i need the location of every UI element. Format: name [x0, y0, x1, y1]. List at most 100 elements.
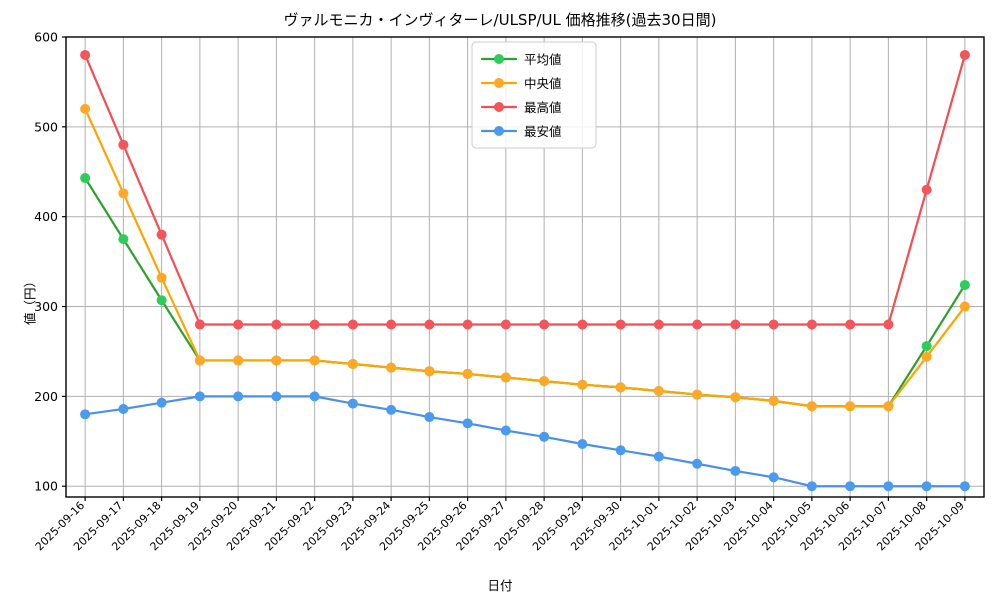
- data-point: [80, 49, 91, 60]
- series-line: [84, 176, 966, 408]
- legend-label: 平均値: [524, 52, 562, 67]
- data-point: [730, 392, 741, 403]
- data-point: [921, 481, 932, 492]
- data-point: [386, 319, 397, 330]
- data-point: [768, 319, 779, 330]
- y-tick-label: 500: [34, 119, 58, 134]
- data-point: [271, 391, 282, 402]
- data-point: [424, 412, 435, 423]
- data-point: [615, 319, 626, 330]
- data-point: [883, 481, 894, 492]
- data-point: [462, 418, 473, 429]
- data-point: [118, 403, 129, 414]
- data-point: [768, 395, 779, 406]
- data-point: [271, 355, 282, 366]
- data-point: [233, 391, 244, 402]
- data-point: [730, 465, 741, 476]
- data-point: [577, 438, 588, 449]
- legend-label: 最安値: [524, 124, 562, 139]
- data-point: [233, 355, 244, 366]
- data-point: [156, 272, 167, 283]
- legend-marker-最安値: [494, 126, 504, 136]
- data-point: [883, 319, 894, 330]
- data-point: [845, 319, 856, 330]
- series-line: [84, 395, 966, 488]
- data-point: [615, 382, 626, 393]
- x-axis-label: 日付: [487, 578, 513, 593]
- data-point: [883, 401, 894, 412]
- data-point: [500, 319, 511, 330]
- legend-marker-中央値: [494, 78, 504, 88]
- series-line: [84, 53, 966, 326]
- data-point: [539, 319, 550, 330]
- data-point: [194, 391, 205, 402]
- data-point: [194, 319, 205, 330]
- data-point: [768, 472, 779, 483]
- data-point: [156, 229, 167, 240]
- data-point: [692, 458, 703, 469]
- data-point: [462, 319, 473, 330]
- series-中央値: [80, 103, 970, 412]
- data-point: [921, 351, 932, 362]
- data-point: [539, 431, 550, 442]
- series-最安値: [80, 391, 970, 492]
- data-point: [730, 319, 741, 330]
- data-point: [500, 372, 511, 383]
- data-point: [959, 481, 970, 492]
- y-tick-label: 100: [34, 479, 58, 494]
- data-point: [615, 445, 626, 456]
- legend-marker-平均値: [494, 54, 504, 64]
- data-point: [80, 173, 91, 184]
- legend-marker-最高値: [494, 102, 504, 112]
- data-point: [959, 49, 970, 60]
- data-point: [386, 362, 397, 373]
- data-point: [500, 425, 511, 436]
- data-point: [309, 391, 320, 402]
- data-point: [692, 389, 703, 400]
- data-point: [806, 319, 817, 330]
- y-tick-label: 400: [34, 209, 58, 224]
- data-point: [309, 355, 320, 366]
- data-point: [424, 319, 435, 330]
- data-point: [692, 319, 703, 330]
- data-point: [194, 355, 205, 366]
- data-point: [577, 319, 588, 330]
- data-point: [806, 401, 817, 412]
- data-point: [845, 401, 856, 412]
- data-point: [653, 319, 664, 330]
- y-tick-label: 200: [34, 389, 58, 404]
- series-最高値: [80, 49, 970, 330]
- legend-box: [471, 41, 597, 149]
- data-point: [845, 481, 856, 492]
- data-point: [309, 319, 320, 330]
- data-point: [118, 188, 129, 199]
- data-point: [386, 404, 397, 415]
- data-point: [806, 481, 817, 492]
- data-point: [347, 359, 358, 370]
- data-point: [156, 397, 167, 408]
- data-point: [959, 279, 970, 290]
- data-point: [271, 319, 282, 330]
- data-point: [80, 103, 91, 114]
- data-point: [462, 368, 473, 379]
- data-point: [118, 234, 129, 245]
- data-point: [233, 319, 244, 330]
- legend-label: 中央値: [524, 76, 562, 91]
- chart-title: ヴァルモニカ・インヴィターレ/ULSP/UL 価格推移(過去30日間): [283, 11, 717, 29]
- data-point: [921, 184, 932, 195]
- data-point: [653, 451, 664, 462]
- data-point: [921, 341, 932, 352]
- data-point: [424, 366, 435, 377]
- y-tick-label: 600: [34, 30, 58, 45]
- axes-frame: [65, 36, 985, 498]
- legend-label: 最高値: [524, 100, 562, 115]
- data-point: [347, 319, 358, 330]
- y-tick-label: 300: [34, 299, 58, 314]
- data-point: [118, 139, 129, 150]
- data-point: [80, 409, 91, 420]
- data-point: [653, 385, 664, 396]
- data-point: [959, 301, 970, 312]
